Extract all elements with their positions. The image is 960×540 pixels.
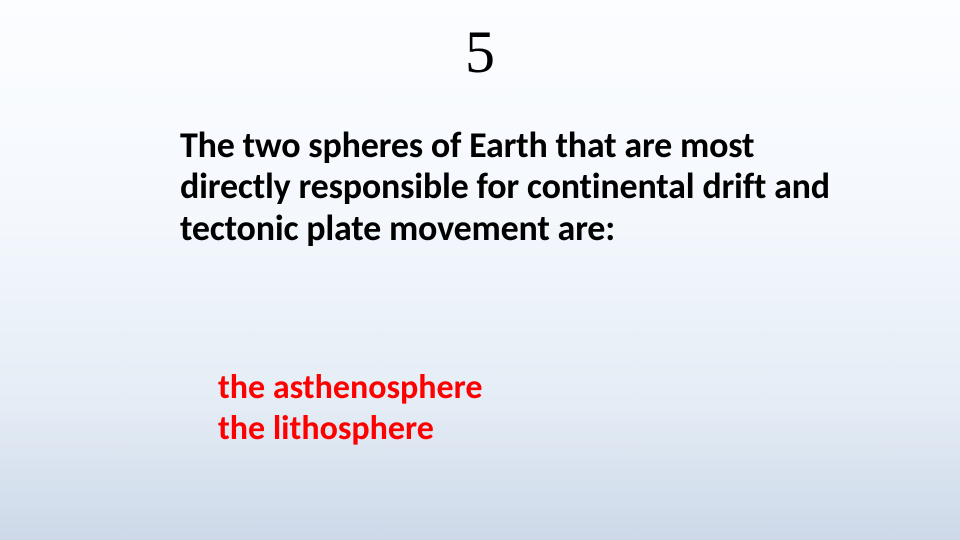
answer-block: the asthenosphere the lithosphere xyxy=(218,368,840,450)
answer-line-2: the lithosphere xyxy=(218,409,840,450)
slide-number: 5 xyxy=(0,22,960,82)
slide: 5 The two spheres of Earth that are most… xyxy=(0,0,960,540)
answer-line-1: the asthenosphere xyxy=(218,368,840,409)
question-text: The two spheres of Earth that are most d… xyxy=(180,125,840,249)
